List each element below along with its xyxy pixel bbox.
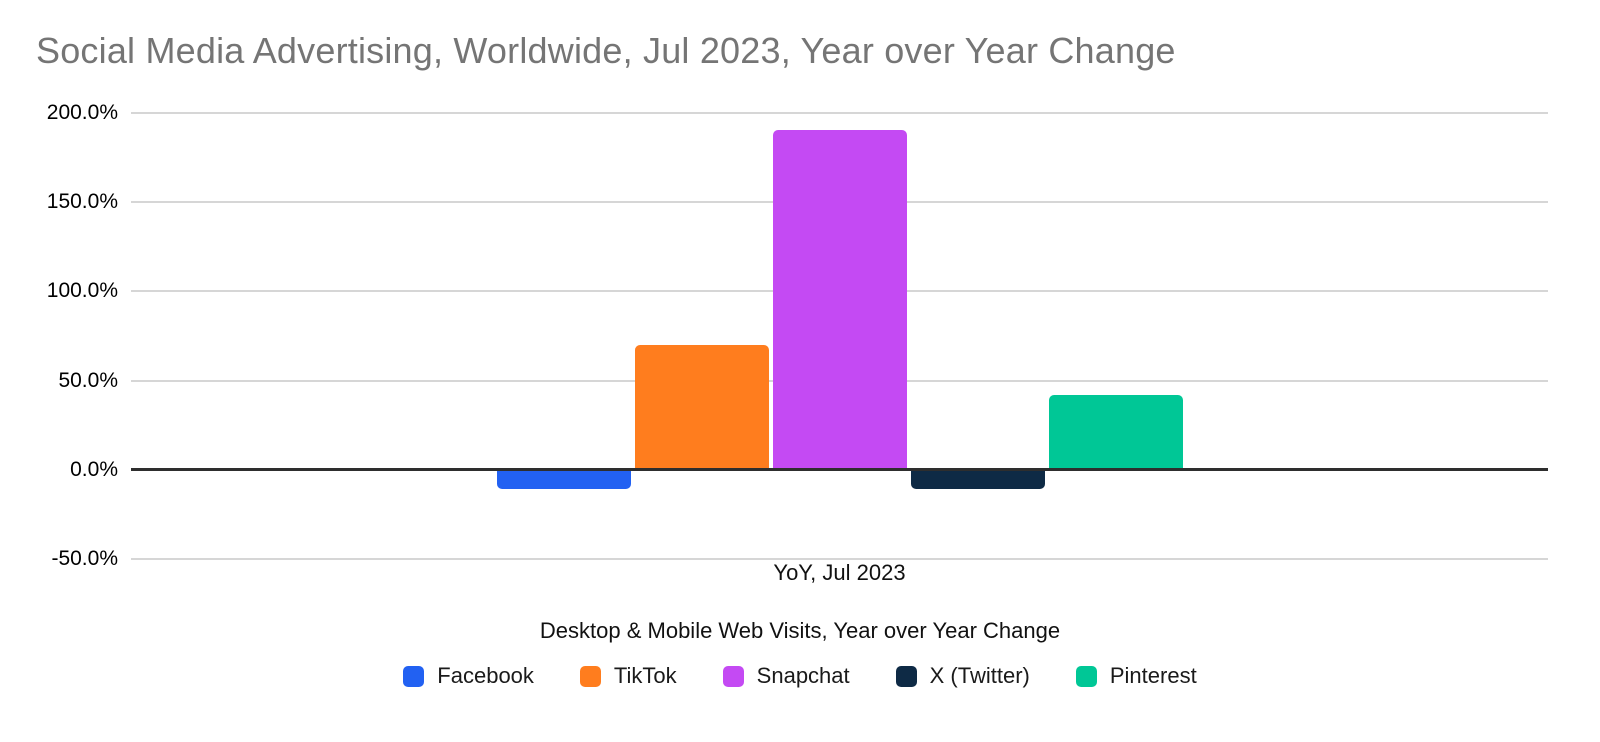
legend-label: X (Twitter) [929, 663, 1030, 688]
bar-facebook [496, 469, 631, 489]
legend-item-tiktok: TikTok [579, 663, 677, 689]
chart-title: Social Media Advertising, Worldwide, Jul… [36, 30, 1176, 71]
legend-swatch-tiktok [579, 665, 601, 687]
legend-label: Pinterest [1109, 663, 1197, 688]
legend-label: Snapchat [756, 663, 850, 688]
legend-swatch-facebook [403, 665, 425, 687]
bar-tiktok [634, 344, 769, 470]
bar-pinterest [1048, 394, 1183, 470]
legend-item-x-twitter: X (Twitter) [895, 663, 1030, 689]
y-tick-label-0: 0.0% [70, 457, 118, 481]
legend: Facebook TikTok Snapchat X (Twitter) Pintere… [0, 663, 1600, 689]
legend-swatch-pinterest [1075, 665, 1097, 687]
legend-item-facebook: Facebook [403, 663, 534, 689]
legend-label: TikTok [613, 663, 677, 688]
gridline-200 [131, 112, 1548, 114]
y-tick-label-100: 100.0% [46, 279, 118, 303]
x-category-label: YoY, Jul 2023 [773, 560, 906, 585]
legend-item-snapchat: Snapchat [722, 663, 850, 689]
bar-snapchat [772, 129, 907, 470]
y-tick-label--50: -50.0% [51, 547, 118, 570]
legend-swatch-x-twitter [895, 665, 917, 687]
y-tick-label-50: 50.0% [58, 368, 118, 392]
y-axis: 200.0% 150.0% 100.0% 50.0% 0.0% -50.0% [0, 0, 118, 742]
legend-swatch-snapchat [722, 665, 744, 687]
legend-label: Facebook [437, 663, 534, 688]
plot-area [131, 112, 1548, 560]
chart-sublabel: Desktop & Mobile Web Visits, Year over Y… [539, 618, 1061, 643]
gridline--50 [131, 558, 1548, 560]
bar-x-twitter [910, 469, 1045, 490]
y-tick-label-150: 150.0% [46, 190, 118, 214]
y-tick-label-200: 200.0% [46, 101, 118, 124]
zero-axis-line [131, 468, 1548, 472]
legend-item-pinterest: Pinterest [1075, 663, 1197, 689]
